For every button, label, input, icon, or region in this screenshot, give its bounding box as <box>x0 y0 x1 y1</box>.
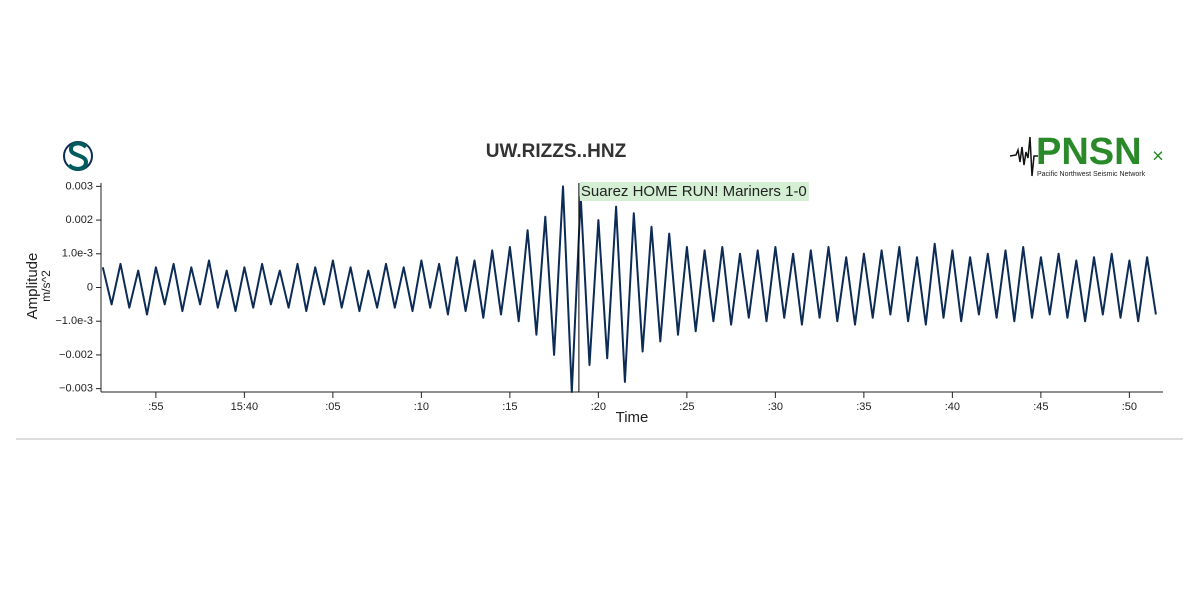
close-button[interactable]: × <box>1152 145 1164 167</box>
x-tick-label: :25 <box>679 401 694 413</box>
x-tick-label: :10 <box>414 401 429 413</box>
y-tick-label: −1.0e-3 <box>55 315 93 327</box>
card <box>16 128 1183 439</box>
x-tick-label: :45 <box>1033 401 1048 413</box>
waveform <box>101 185 1157 393</box>
x-tick-label: :05 <box>325 401 340 413</box>
logo-subtitle: Pacific Northwest Seismic Network <box>1037 171 1146 178</box>
x-tick-label: :55 <box>148 401 163 413</box>
annotation-background <box>579 181 809 201</box>
logo-text: PNSN <box>1036 131 1142 173</box>
y-tick-label: −0.003 <box>59 383 93 395</box>
y-tick-label: 0.002 <box>65 214 93 226</box>
y-axis-units: m/s^2 <box>39 270 53 302</box>
x-tick-label: 15:40 <box>231 401 259 413</box>
x-tick-label: :35 <box>856 401 871 413</box>
x-tick-label: :50 <box>1122 401 1137 413</box>
y-tick-label: 0 <box>87 281 93 293</box>
x-tick-label: :40 <box>945 401 960 413</box>
y-tick-label: 0.003 <box>65 180 93 192</box>
team-logo <box>63 141 93 171</box>
y-tick-label: −0.002 <box>59 349 93 361</box>
pnsn-logo: PNSN Pacific Northwest Seismic Network <box>1009 131 1146 178</box>
y-axis-label: Amplitude <box>24 253 41 320</box>
x-tick-label: :20 <box>591 401 606 413</box>
x-axis-label: Time <box>616 409 649 426</box>
x-tick-label: :30 <box>768 401 783 413</box>
chart-title: UW.RIZZS..HNZ <box>486 141 627 162</box>
annotation-label: Suarez HOME RUN! Mariners 1-0 <box>581 183 807 200</box>
y-tick-label: 1.0e-3 <box>62 248 93 260</box>
x-tick-label: :15 <box>502 401 517 413</box>
